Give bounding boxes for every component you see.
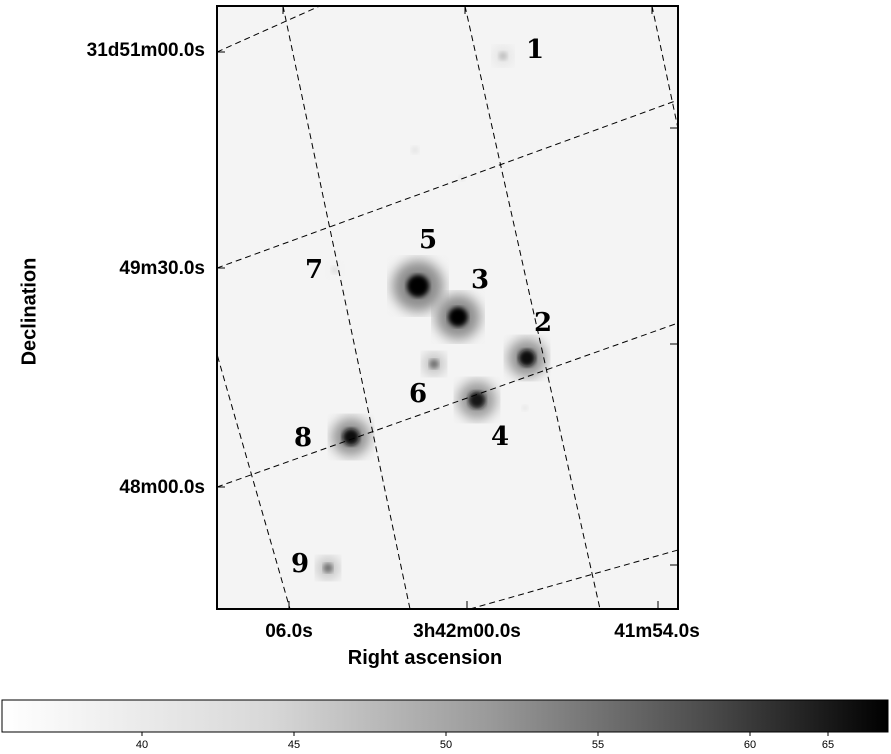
x-tick-label: 41m54.0s: [614, 621, 700, 642]
ra-grid-line: [651, 6, 678, 131]
source-1: [498, 51, 508, 61]
source-label-5: 5: [419, 225, 437, 255]
source-label-6: 6: [409, 379, 427, 409]
dec-grid-line: [217, 322, 678, 488]
y-axis-title: Declination: [18, 257, 41, 366]
tick-marks: [217, 6, 678, 609]
ra-grid-line: [217, 352, 291, 609]
source-5: [406, 274, 430, 298]
colorbar-tick-label: 40: [135, 739, 149, 751]
y-tick-label: 49m30.0s: [119, 258, 205, 279]
faint-source: [522, 405, 528, 411]
colorbar-tick-label: 50: [439, 739, 453, 751]
source-label-1: 1: [526, 35, 544, 65]
colorbar-tick-label: 65: [821, 739, 835, 751]
source-4: [468, 391, 486, 409]
x-axis-title: Right ascension: [347, 647, 503, 669]
source-6: [429, 359, 439, 369]
coordinate-grid: [217, 6, 678, 609]
ra-grid-line: [464, 6, 601, 609]
source-label-4: 4: [491, 422, 509, 452]
x-tick-label: 06.0s: [265, 621, 313, 642]
dec-grid-line: [217, 99, 678, 269]
x-tick-label: 3h42m00.0s: [413, 621, 521, 642]
image-frame: [216, 5, 679, 610]
source-9: [323, 563, 333, 573]
source-3: [448, 307, 468, 327]
colorbar-tick-label: 55: [591, 739, 605, 751]
faint-source: [459, 175, 465, 181]
source-label-9: 9: [291, 549, 309, 579]
source-labels: 1 2 3 4 5 6 7 8 9: [291, 35, 552, 579]
y-tick-label: 48m00.0s: [119, 477, 205, 498]
sources-layer: [316, 46, 547, 580]
source-label-3: 3: [471, 265, 489, 295]
dec-grid-line: [469, 549, 678, 609]
source-label-7: 7: [305, 255, 323, 285]
source-2: [518, 349, 536, 367]
y-tick-label: 31d51m00.0s: [86, 40, 205, 61]
source-8: [342, 428, 360, 446]
ra-grid-line: [282, 6, 411, 609]
source-label-2: 2: [534, 308, 552, 338]
colorbar-tick-label: 60: [743, 739, 757, 751]
colorbar-tick-label: 45: [287, 739, 301, 751]
source-label-8: 8: [294, 423, 312, 453]
source-7: [331, 266, 339, 274]
colorbar: [1, 699, 889, 733]
faint-source: [411, 146, 419, 154]
colorbar-ticks: [141, 732, 829, 736]
